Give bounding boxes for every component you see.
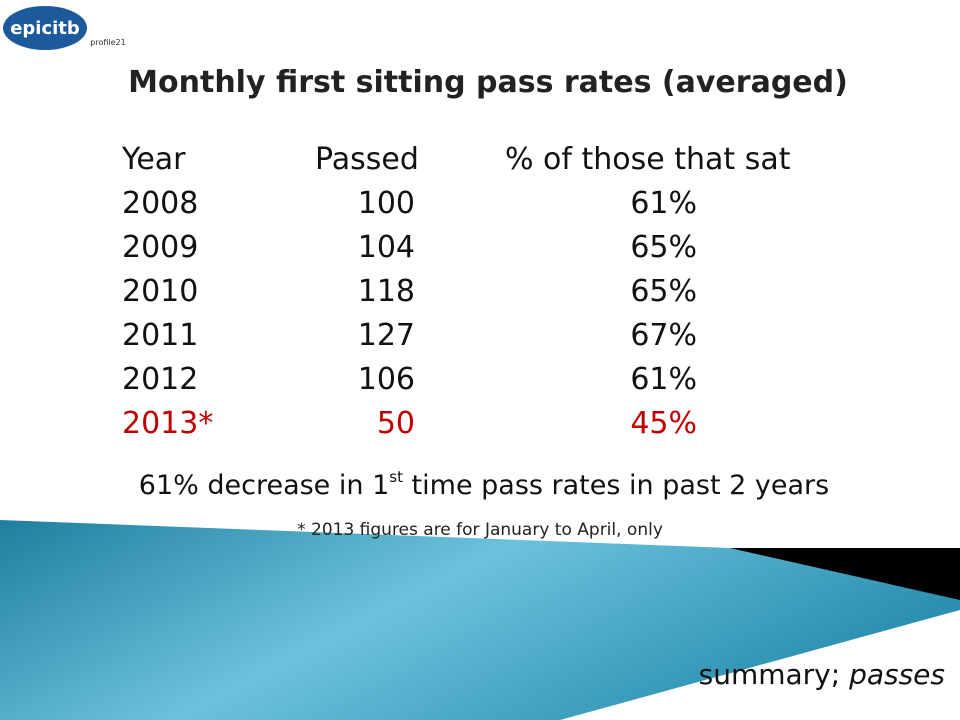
table-cell: 45% <box>630 406 697 441</box>
header-cell: % of those that sat <box>505 142 791 177</box>
footnote: * 2013 figures are for January to April,… <box>297 520 663 540</box>
table-cell: 2012 <box>122 362 198 397</box>
table-cell: 2008 <box>122 186 198 221</box>
table-cell: 67% <box>630 318 697 353</box>
table-cell: 127 <box>358 318 415 353</box>
table-cell: 61% <box>630 362 697 397</box>
note: 61% decrease in 1st time pass rates in p… <box>139 468 829 501</box>
footer-text: passes <box>848 658 945 691</box>
header-cell: Passed <box>315 142 419 177</box>
logo-text: epicitb <box>10 18 80 39</box>
table-cell: 2013* <box>122 406 213 441</box>
table-cell: 104 <box>358 230 415 265</box>
table-cell: 106 <box>358 362 415 397</box>
table-cell: 65% <box>630 230 697 265</box>
table-cell: 100 <box>358 186 415 221</box>
table: Year Passed % of those that sat 2008 100 6… <box>121 142 791 441</box>
footer: summary; passes <box>699 658 945 691</box>
note-sup: st <box>389 468 403 486</box>
note-text: time pass rates in past 2 years <box>403 470 829 501</box>
logo-text: profile21 <box>90 38 125 47</box>
title: Monthly first sitting pass rates (averag… <box>128 65 848 100</box>
footer-text: summary; <box>699 658 849 691</box>
blue-band <box>0 520 960 720</box>
table-cell: 61% <box>630 186 697 221</box>
header-cell: Year <box>121 142 186 177</box>
table-cell: 118 <box>358 274 415 309</box>
table-cell: 2011 <box>122 318 198 353</box>
table-cell: 2009 <box>122 230 198 265</box>
table-cell: 2010 <box>122 274 198 309</box>
note-text: 61% decrease in 1 <box>139 470 390 501</box>
table-cell: 65% <box>630 274 697 309</box>
logo-badge <box>3 6 87 50</box>
table-cell: 50 <box>377 406 415 441</box>
